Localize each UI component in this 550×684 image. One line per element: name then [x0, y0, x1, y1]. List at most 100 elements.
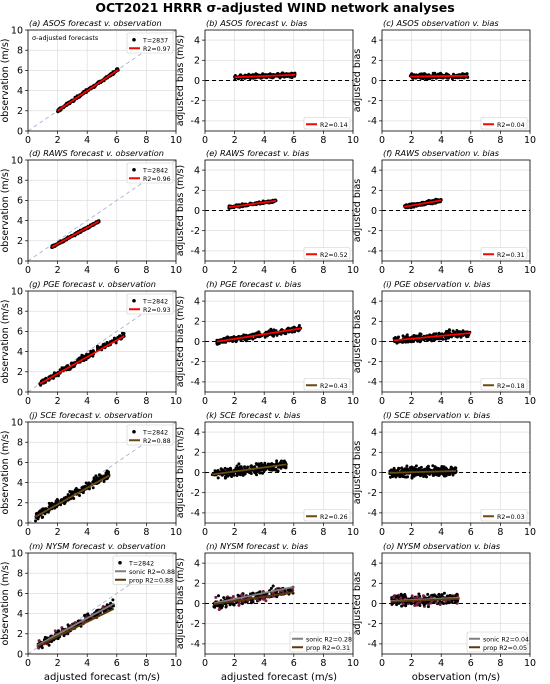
axes-frame — [27, 421, 177, 524]
data-point — [99, 475, 103, 479]
x-tick-label: 6 — [114, 527, 120, 538]
data-point — [397, 466, 401, 470]
data-point — [216, 476, 220, 480]
data-point — [224, 605, 228, 609]
fit-line — [213, 591, 294, 606]
fit-line — [410, 74, 468, 78]
data-point — [269, 468, 273, 472]
x-tick-label: 10 — [524, 265, 536, 276]
x-tick-label: 0 — [25, 396, 31, 407]
legend: R2=0.04 — [480, 117, 528, 130]
x-tick-label: 0 — [25, 658, 31, 669]
data-point — [438, 603, 442, 606]
fit-line — [51, 220, 100, 248]
legend: T=2837 R2=0.97 — [126, 32, 174, 54]
y-axis-label: adjusted bias — [352, 441, 363, 505]
panel-title: (b) ASOS forecast v. bias — [206, 18, 308, 28]
data-point — [237, 602, 241, 606]
data-point — [390, 602, 394, 606]
x-tick-label: 0 — [202, 527, 208, 538]
data-point — [226, 335, 230, 339]
data-point — [279, 332, 283, 336]
y-tick-label: 4 — [17, 478, 23, 489]
panel-title: (c) ASOS observation v. bias — [383, 18, 499, 28]
x-tick-label: 2 — [232, 658, 238, 669]
x-tick-label: 10 — [347, 396, 359, 407]
data-point — [438, 337, 441, 341]
y-tick-label: 4 — [17, 216, 23, 227]
data-point — [105, 603, 109, 607]
legend-label: R2=0.14 — [320, 122, 348, 129]
data-point — [251, 600, 255, 604]
data-point — [433, 465, 437, 469]
x-tick-label: 6 — [468, 658, 474, 669]
data-point — [410, 594, 414, 598]
x-tick-label: 2 — [409, 265, 415, 276]
legend-label: T=2842 — [142, 429, 168, 436]
data-point — [428, 338, 432, 342]
data-point — [255, 473, 258, 477]
plot-area — [382, 328, 530, 345]
data-point — [58, 368, 62, 372]
y-tick-label: 6 — [17, 196, 23, 207]
panel-title: (n) NYSM forecast v. bias — [206, 541, 309, 551]
y-tick-label: 2 — [17, 236, 23, 247]
y-tick-label: 8 — [17, 438, 23, 449]
x-tick-label: 6 — [291, 658, 297, 669]
panel-11: 0 2 4 6 8 10 -4 -2 0 2 4 (k) SCE forecast v. bias ad… — [175, 410, 359, 538]
data-point — [111, 598, 115, 602]
x-tick-label: 10 — [524, 527, 536, 538]
data-point — [405, 464, 409, 468]
x-tick-label: 10 — [347, 265, 359, 276]
data-point — [415, 595, 419, 599]
y-axis-label: observation (m/s) — [0, 38, 11, 122]
data-point — [240, 602, 244, 606]
data-point — [214, 595, 218, 599]
data-point — [444, 72, 448, 76]
y-tick-label: 8 — [17, 46, 23, 57]
panel-8: 0 2 4 6 8 10 -4 -2 0 2 4 (h) PGE forecast v. bias ad… — [175, 279, 359, 407]
y-tick-label: -2 — [368, 357, 377, 368]
data-point — [79, 356, 83, 360]
data-point — [396, 595, 400, 599]
plot-area — [382, 591, 530, 609]
data-point — [224, 475, 227, 479]
x-tick-label: 8 — [143, 658, 149, 669]
data-point — [264, 599, 268, 603]
data-point — [441, 337, 445, 341]
x-tick-label: 8 — [497, 135, 503, 146]
legend-label: R2=0.97 — [143, 46, 171, 53]
x-tick-label: 2 — [55, 135, 61, 146]
x-tick-label: 10 — [170, 135, 182, 146]
x-tick-label: 10 — [170, 396, 182, 407]
data-point — [37, 639, 41, 643]
y-axis-label: observation (m/s) — [0, 430, 11, 514]
y-tick-label: -2 — [368, 226, 377, 237]
y-tick-label: 0 — [17, 126, 23, 137]
legend-marker — [132, 37, 136, 42]
x-tick-label: 8 — [143, 527, 149, 538]
panel-title: (h) PGE forecast v. bias — [206, 279, 302, 289]
y-axis-label: adjusted bias (m/s) — [175, 558, 186, 649]
panel-title: (e) RAWS forecast v. bias — [206, 148, 310, 158]
data-point — [271, 584, 275, 588]
data-point — [247, 72, 251, 76]
data-point — [240, 466, 244, 470]
legend-label: R2=0.03 — [497, 514, 525, 521]
axes-frame — [27, 290, 177, 393]
legend: R2=0.26 — [303, 509, 351, 522]
y-axis-label: adjusted bias — [352, 572, 363, 636]
data-point — [231, 340, 235, 343]
y-tick-label: 0 — [194, 76, 200, 87]
x-tick-label: 8 — [320, 527, 326, 538]
y-tick-label: 2 — [194, 317, 200, 328]
data-point — [410, 476, 414, 480]
data-point — [440, 466, 444, 470]
x-tick-label: 10 — [170, 527, 182, 538]
data-point — [388, 475, 392, 479]
y-tick-label: -4 — [191, 508, 200, 519]
x-tick-label: 4 — [84, 265, 90, 276]
y-tick-label: 0 — [194, 206, 200, 217]
y-tick-label: -2 — [191, 488, 200, 499]
x-tick-label: 4 — [261, 527, 267, 538]
